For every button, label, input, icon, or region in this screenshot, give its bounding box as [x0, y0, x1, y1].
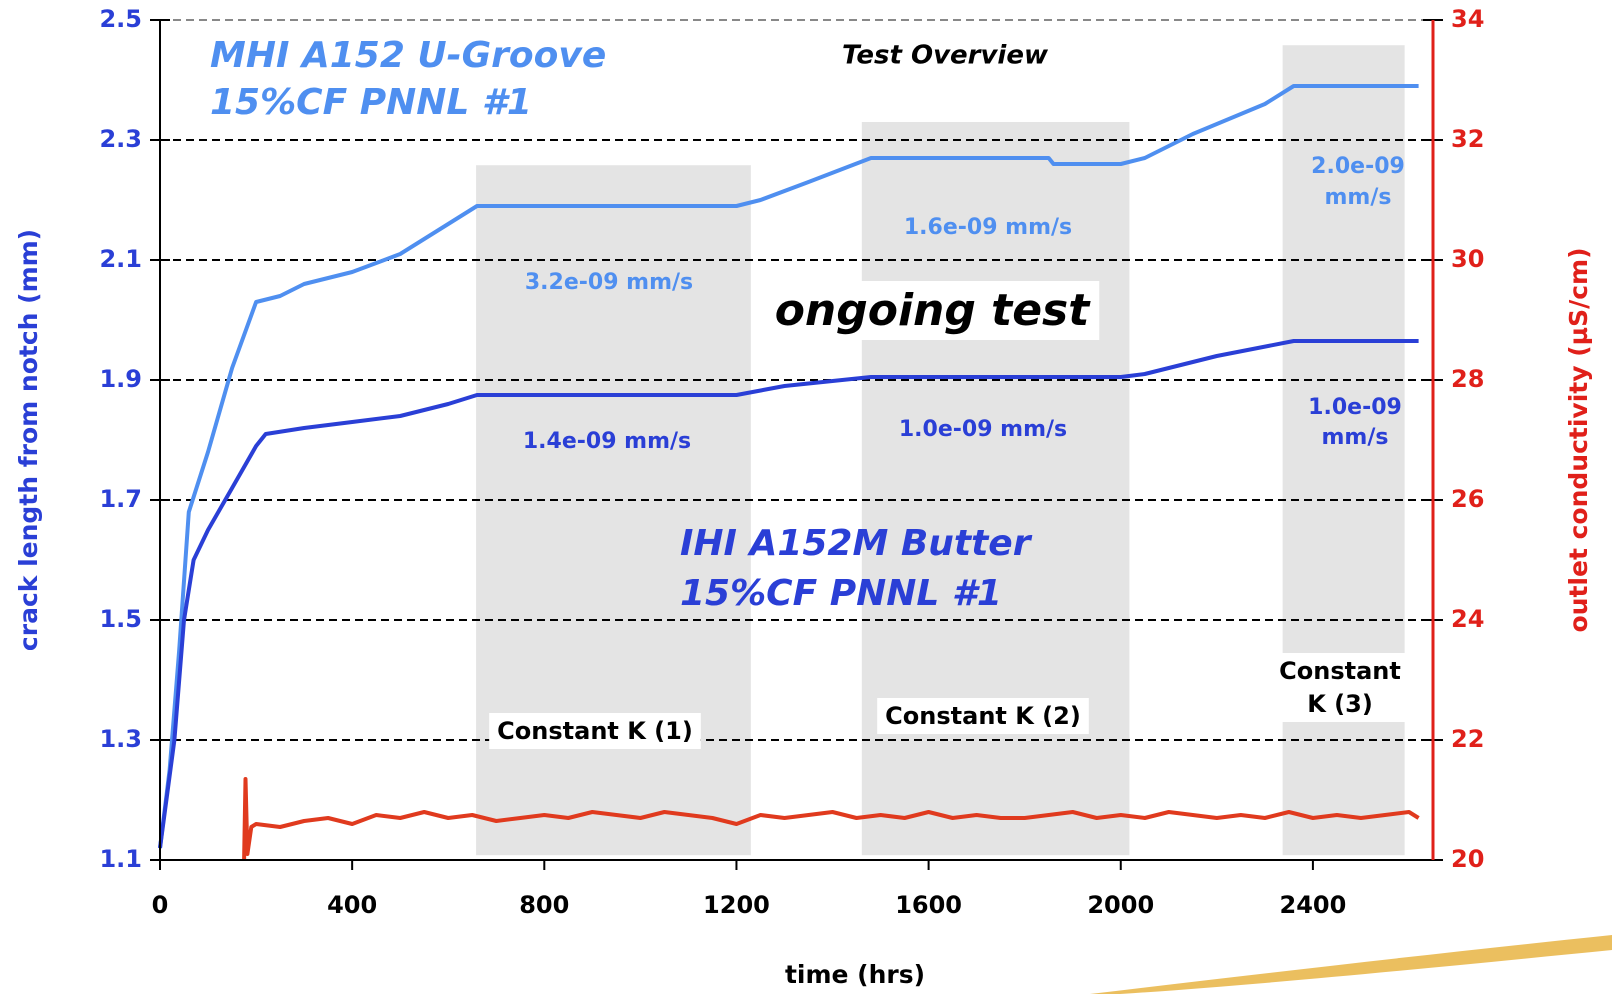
- annotation: MHI A152 U-Groove 15%CF PNNL #1: [210, 35, 606, 123]
- y-tick-label: 1.1: [99, 845, 142, 873]
- annotation-bg: [877, 698, 1089, 734]
- x-tick-label: 0: [152, 891, 169, 919]
- y-tick-label: 2.5: [99, 5, 142, 33]
- annotation: 1.6e-09 mm/s: [904, 215, 1072, 240]
- annotation-text: Constant K (2): [885, 702, 1081, 730]
- series-line: [158, 84, 1419, 849]
- annotation-text: 15%CF PNNL #1: [210, 82, 532, 123]
- annotations: MHI A152 U-Groove 15%CF PNNL #1 Test Overv…: [210, 35, 1409, 749]
- y2-axis-label: outlet conductivity (µS/cm): [1564, 248, 1593, 633]
- y2-tick-label: 32: [1451, 125, 1484, 153]
- y-tick-label: 2.1: [99, 245, 142, 273]
- annotation: 1.4e-09 mm/s: [523, 429, 691, 454]
- annotation-bg: [766, 281, 1100, 340]
- annotation: 1.0e-09 mm/s: [1308, 395, 1402, 450]
- annotation: IHI A152M Butter 15%CF PNNL #1: [680, 523, 1033, 614]
- annotation-text: 1.4e-09 mm/s: [523, 429, 691, 454]
- regions: [476, 45, 1405, 856]
- annotation-text: 2.0e-09: [1311, 154, 1405, 179]
- annotation-text: 1.0e-09: [1308, 395, 1402, 420]
- x-axis-label: time (hrs): [785, 960, 925, 989]
- y2-tick-label: 22: [1451, 725, 1484, 753]
- axes: 1.1 1.3 1.5 1.7 1.9 2.1 2.3 2.5 20 22 24 26 28 30 32 34…: [99, 5, 1484, 919]
- annotation-text: ongoing test: [775, 285, 1092, 336]
- y2-tick-label: 24: [1451, 605, 1484, 633]
- annotation: Constant K (1): [489, 713, 701, 749]
- annotation: 1.0e-09 mm/s: [899, 417, 1067, 442]
- x-tick-label: 2000: [1087, 891, 1154, 919]
- annotation-text: mm/s: [1325, 185, 1392, 210]
- y-tick-label: 1.7: [99, 485, 142, 513]
- annotation-text: 1.6e-09 mm/s: [904, 215, 1072, 240]
- x-tick-label: 1600: [895, 891, 962, 919]
- annotation-bg: [489, 713, 701, 749]
- annotation: Test Overview: [842, 41, 1049, 71]
- y-tick-label: 2.3: [99, 125, 142, 153]
- grid: [160, 19, 1433, 741]
- decoration: [1090, 935, 1612, 994]
- annotation-bg: [1271, 653, 1409, 722]
- y2-tick-label: 34: [1451, 5, 1484, 33]
- x-tick-label: 1200: [703, 891, 770, 919]
- annotation-text: IHI A152M Butter: [680, 523, 1033, 564]
- x-tick-label: 800: [519, 891, 569, 919]
- y2-tick-label: 20: [1451, 845, 1484, 873]
- lines: [158, 84, 1420, 861]
- annotation-text: 3.2e-09 mm/s: [525, 270, 693, 295]
- y-axis-label: crack length from notch (mm): [14, 229, 43, 651]
- y2-tick-label: 30: [1451, 245, 1484, 273]
- annotation: Constant K (2): [877, 698, 1089, 734]
- y2-tick-label: 26: [1451, 485, 1484, 513]
- x-tick-label: 2400: [1280, 891, 1347, 919]
- annotation-text: 15%CF PNNL #1: [680, 573, 1002, 614]
- shaded-region: [476, 165, 751, 856]
- annotation-text: Constant: [1279, 657, 1401, 685]
- annotation: 2.0e-09 mm/s: [1311, 154, 1405, 210]
- y2-tick-label: 28: [1451, 365, 1484, 393]
- annotation: Constant K (3): [1271, 653, 1409, 722]
- annotation-text: mm/s: [1322, 425, 1389, 450]
- annotation-text: K (3): [1307, 690, 1373, 718]
- series-line: [158, 339, 1419, 849]
- annotation: ongoing test: [766, 281, 1100, 340]
- y-tick-label: 1.9: [99, 365, 142, 393]
- annotation: 3.2e-09 mm/s: [525, 270, 693, 295]
- annotation-text: 1.0e-09 mm/s: [899, 417, 1067, 442]
- annotation-text: Test Overview: [842, 41, 1049, 71]
- series-line: [242, 777, 1420, 861]
- x-tick-label: 400: [327, 891, 377, 919]
- annotation-text: Constant K (1): [497, 717, 693, 745]
- y-tick-label: 1.3: [99, 725, 142, 753]
- annotation-text: MHI A152 U-Groove: [210, 35, 606, 76]
- y-tick-label: 1.5: [99, 605, 142, 633]
